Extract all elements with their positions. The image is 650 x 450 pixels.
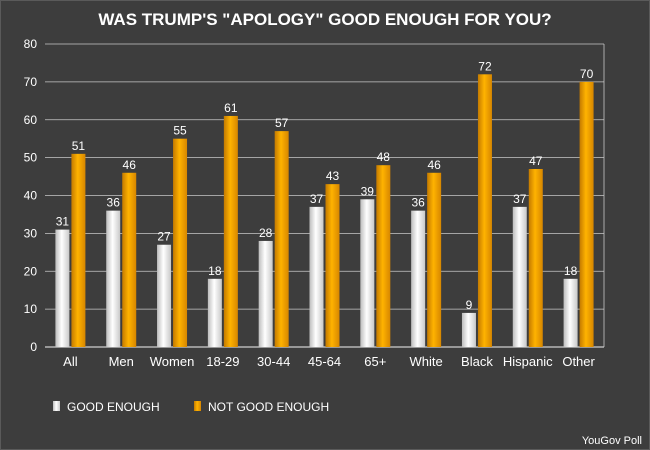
bars xyxy=(55,74,594,348)
y-tick-label: 80 xyxy=(24,37,38,51)
data-labels: 3151364627551861285737433948364697237471… xyxy=(56,59,594,312)
y-tick-label: 70 xyxy=(24,75,38,89)
not-good-enough-bar-Other xyxy=(579,81,594,347)
good-enough-bar-18-29 xyxy=(207,278,222,347)
data-label: 51 xyxy=(72,139,86,153)
x-tick-label: Other xyxy=(562,354,595,369)
x-tick-label: 65+ xyxy=(364,354,386,369)
legend: GOOD ENOUGH NOT GOOD ENOUGH xyxy=(53,400,329,414)
x-axis: All Men Women 18-29 30-44 45-64 65+ White Black H… xyxy=(63,354,595,369)
x-tick-label: Black xyxy=(461,354,493,369)
x-tick-label: All xyxy=(63,354,78,369)
gridlines xyxy=(45,43,605,348)
data-label: 72 xyxy=(478,59,492,73)
data-label: 28 xyxy=(259,226,273,240)
data-label: 18 xyxy=(208,264,222,278)
y-tick-label: 10 xyxy=(24,302,38,316)
y-tick-label: 50 xyxy=(24,151,38,165)
legend-label: GOOD ENOUGH xyxy=(67,400,160,414)
data-label: 46 xyxy=(427,158,441,172)
good-enough-bar-White xyxy=(411,210,426,347)
data-label: 47 xyxy=(529,154,543,168)
data-label: 31 xyxy=(56,215,70,229)
data-label: 37 xyxy=(513,192,527,206)
good-enough-bar-All xyxy=(55,229,70,347)
good-enough-bar-30-44 xyxy=(258,240,273,347)
data-label: 57 xyxy=(275,116,289,130)
good-enough-bar-Black xyxy=(461,312,476,347)
data-label: 18 xyxy=(564,264,578,278)
y-tick-label: 0 xyxy=(30,340,37,354)
not-good-enough-bar-18-29 xyxy=(223,115,238,348)
good-enough-bar-Men xyxy=(106,210,121,347)
data-label: 70 xyxy=(580,67,594,81)
x-tick-label: 30-44 xyxy=(257,354,290,369)
data-label: 55 xyxy=(173,124,187,138)
legend-swatch xyxy=(194,401,201,411)
x-tick-label: 45-64 xyxy=(308,354,341,369)
data-label: 9 xyxy=(466,298,473,312)
y-tick-label: 40 xyxy=(24,189,38,203)
not-good-enough-bar-Men xyxy=(122,172,137,347)
x-tick-label: Hispanic xyxy=(503,354,553,369)
legend-label: NOT GOOD ENOUGH xyxy=(208,400,329,414)
not-good-enough-bar-White xyxy=(427,172,442,347)
not-good-enough-bar-Hispanic xyxy=(528,168,543,347)
data-label: 36 xyxy=(411,196,425,210)
source-note: YouGov Poll xyxy=(582,435,642,447)
y-axis: 0 10 20 30 40 50 60 70 80 xyxy=(24,37,38,354)
data-label: 48 xyxy=(377,150,391,164)
x-tick-label: Men xyxy=(109,354,134,369)
data-label: 46 xyxy=(123,158,137,172)
good-enough-bar-Other xyxy=(563,278,578,347)
data-label: 43 xyxy=(326,169,340,183)
not-good-enough-bar-45-64 xyxy=(325,184,340,347)
x-tick-label: 18-29 xyxy=(206,354,239,369)
legend-swatch xyxy=(53,401,60,411)
not-good-enough-bar-65+ xyxy=(376,165,391,347)
chart-title: WAS TRUMP'S "APOLOGY" GOOD ENOUGH FOR YO… xyxy=(98,10,551,29)
good-enough-bar-45-64 xyxy=(309,206,324,347)
data-label: 27 xyxy=(157,230,171,244)
data-label: 36 xyxy=(107,196,121,210)
good-enough-bar-Hispanic xyxy=(512,206,527,347)
x-tick-label: White xyxy=(410,354,443,369)
data-label: 61 xyxy=(224,101,238,115)
data-label: 39 xyxy=(361,184,375,198)
y-tick-label: 20 xyxy=(24,264,38,278)
good-enough-bar-65+ xyxy=(360,199,375,347)
not-good-enough-bar-Women xyxy=(173,138,188,347)
y-tick-label: 30 xyxy=(24,226,38,240)
not-good-enough-bar-All xyxy=(71,153,86,347)
not-good-enough-bar-Black xyxy=(477,74,492,348)
y-tick-label: 60 xyxy=(24,113,38,127)
data-label: 37 xyxy=(310,192,324,206)
good-enough-bar-Women xyxy=(157,244,172,347)
x-tick-label: Women xyxy=(150,354,195,369)
not-good-enough-bar-30-44 xyxy=(274,131,289,347)
